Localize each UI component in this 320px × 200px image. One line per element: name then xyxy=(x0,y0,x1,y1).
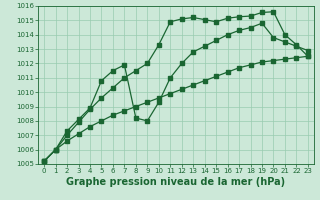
X-axis label: Graphe pression niveau de la mer (hPa): Graphe pression niveau de la mer (hPa) xyxy=(67,177,285,187)
